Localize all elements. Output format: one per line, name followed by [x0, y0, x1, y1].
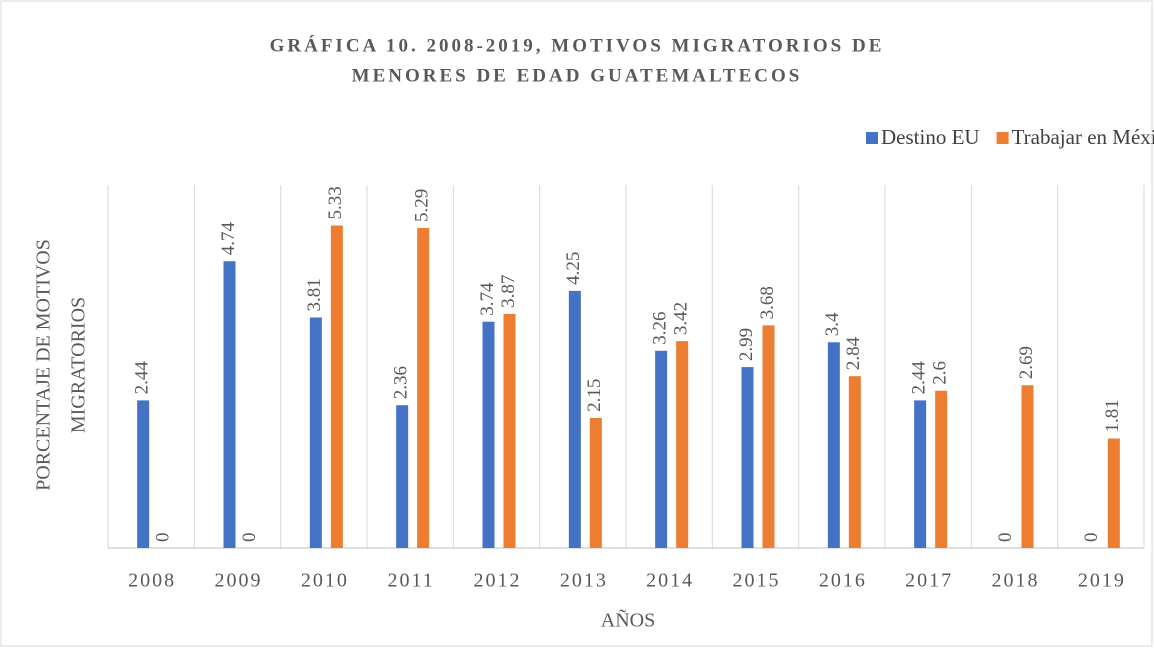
y-axis-label: PORCENTAJE DE MOTIVOS	[33, 239, 55, 491]
data-label: 5.33	[325, 186, 346, 219]
legend-swatch	[996, 132, 1009, 144]
legend-label: Trabajar en México	[1012, 125, 1154, 149]
bar	[741, 367, 754, 548]
x-tick-label: 2009	[215, 570, 263, 592]
x-tick-label: 2016	[819, 570, 867, 592]
chart-title: MENORES DE EDAD GUATEMALTECOS	[352, 65, 803, 86]
x-tick-label: 2017	[905, 570, 953, 592]
bar	[396, 405, 409, 548]
x-tick-label: 2015	[733, 570, 781, 592]
bar	[330, 225, 343, 548]
data-label: 4.25	[563, 252, 584, 285]
bar	[503, 313, 516, 548]
bar	[848, 376, 861, 548]
data-label: 2.44	[132, 361, 153, 395]
x-tick-label: 2014	[646, 570, 694, 592]
data-label: 2.84	[843, 336, 864, 370]
bar	[655, 350, 668, 548]
data-label: 2.44	[909, 361, 930, 395]
bar	[1021, 385, 1034, 548]
data-label: 3.87	[498, 275, 519, 308]
bar	[309, 317, 322, 548]
chart-title: GRÁFICA 10. 2008-2019, MOTIVOS MIGRATORI…	[270, 34, 885, 56]
x-tick-label: 2012	[474, 570, 522, 592]
data-label: 5.29	[412, 189, 433, 222]
data-label: 2.99	[736, 328, 757, 361]
data-label: 0	[1081, 533, 1102, 543]
bar	[417, 227, 430, 548]
bar	[676, 341, 689, 548]
data-label: 3.68	[757, 286, 778, 319]
data-label: 2.15	[584, 379, 605, 412]
data-label: 1.81	[1102, 399, 1123, 432]
data-label: 0	[153, 533, 174, 543]
legend-swatch	[866, 132, 878, 144]
data-label: 2.36	[391, 366, 412, 399]
data-label: 3.74	[477, 282, 498, 316]
data-label: 0	[239, 533, 260, 543]
bar	[589, 417, 602, 548]
bar	[223, 261, 236, 548]
x-tick-label: 2019	[1078, 570, 1126, 592]
y-axis-label: MIGRATORIOS	[68, 297, 90, 433]
x-tick-label: 2013	[560, 570, 608, 592]
x-tick-label: 2010	[301, 570, 349, 592]
data-label: 3.4	[822, 312, 843, 336]
bar	[762, 325, 775, 548]
data-label: 0	[995, 533, 1016, 543]
x-tick-label: 2018	[992, 570, 1040, 592]
data-label: 3.81	[304, 278, 325, 311]
data-label: 2.69	[1016, 346, 1037, 379]
bar	[935, 390, 948, 548]
data-label: 2.6	[930, 361, 951, 385]
bar	[568, 290, 581, 548]
bar	[914, 400, 927, 548]
bar	[827, 342, 840, 548]
data-label: 4.74	[218, 221, 239, 255]
legend-label: Destino EU	[881, 125, 980, 149]
x-tick-label: 2011	[388, 570, 435, 592]
data-label: 3.42	[671, 302, 692, 335]
x-tick-label: 2008	[128, 570, 176, 592]
data-label: 3.26	[650, 312, 671, 345]
bar	[137, 400, 150, 548]
bar	[482, 321, 495, 548]
x-axis-label: AÑOS	[601, 608, 655, 632]
bar	[1107, 438, 1120, 548]
